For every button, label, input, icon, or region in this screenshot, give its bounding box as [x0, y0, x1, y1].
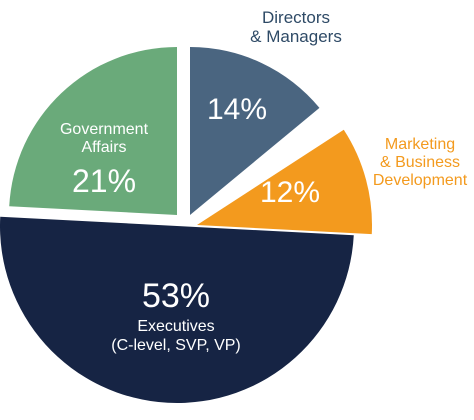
label-directors-line1: Directors [262, 8, 330, 27]
label-executives-line2: (C-level, SVP, VP) [111, 337, 241, 354]
label-executives-line1: Executives [137, 318, 214, 335]
value-marketing: 12% [260, 176, 320, 209]
slice-executives [0, 216, 354, 403]
label-marketing-line3: Development [373, 172, 468, 189]
value-government: 21% [72, 163, 136, 199]
slice-marketing-business-development [197, 129, 373, 235]
label-directors-line2: & Managers [250, 27, 342, 46]
slice-directors-managers [190, 47, 320, 215]
label-marketing-line1: Marketing [385, 136, 455, 153]
value-executives: 53% [142, 277, 210, 315]
label-government-line2: Affairs [81, 139, 126, 156]
slice-government-affairs [9, 47, 178, 215]
label-marketing-line2: & Business [380, 154, 460, 171]
label-government-line1: Government [60, 121, 149, 138]
value-directors: 14% [207, 93, 267, 126]
